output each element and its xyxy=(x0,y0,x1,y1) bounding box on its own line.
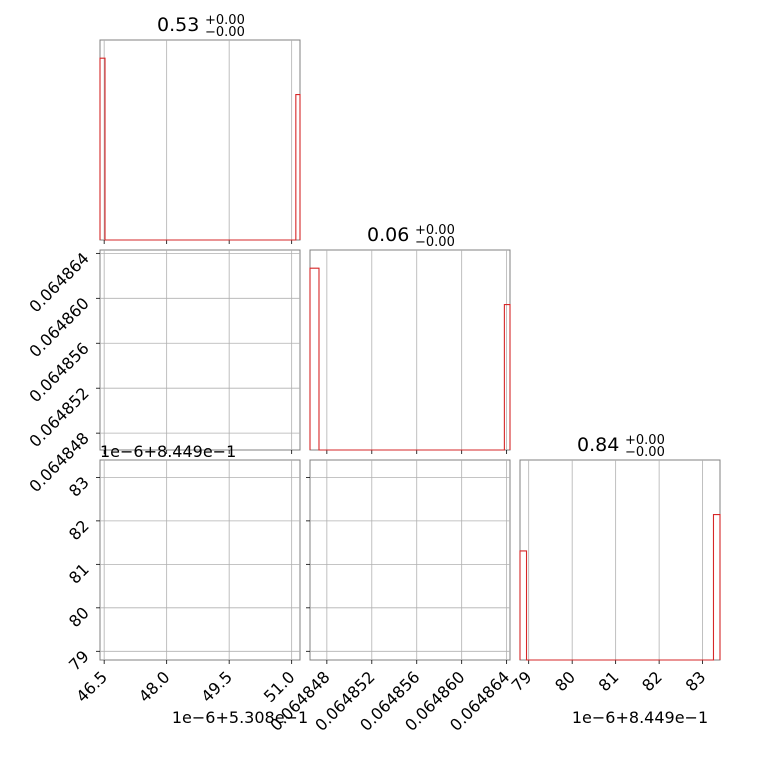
hist-title-upper: +0.00 xyxy=(415,223,455,238)
hist-title-upper: +0.00 xyxy=(625,433,665,448)
y-offset-p2: 1e−6+8.449e−1 xyxy=(100,442,236,461)
histogram-p1 xyxy=(309,267,511,451)
hist-title-p0: 0.53 xyxy=(157,14,199,36)
hist-title-lower: −0.00 xyxy=(415,235,455,250)
x-tick-label-p2: 80 xyxy=(551,667,579,695)
x-offset-p2: 1e−6+8.449e−1 xyxy=(572,708,708,727)
x-offset-p0: 1e−6+5.308e−1 xyxy=(172,708,308,727)
y-tick-label-p2: 80 xyxy=(65,603,93,631)
y-tick-label-p2: 82 xyxy=(65,516,93,544)
histogram-p0 xyxy=(99,57,301,241)
x-tick-label-p2: 82 xyxy=(638,667,666,695)
histogram-p2 xyxy=(519,513,721,661)
scatter-panel-p1-p2 xyxy=(309,459,511,661)
x-tick-label-p2: 81 xyxy=(595,667,623,695)
x-tick-label-p2: 79 xyxy=(508,667,536,695)
hist-title-upper: +0.00 xyxy=(205,13,245,28)
hist-title-lower: −0.00 xyxy=(625,445,665,460)
x-tick-label-p0: 48.0 xyxy=(135,667,174,706)
x-tick-label-p0: 49.5 xyxy=(197,667,236,706)
hist-panel-p0 xyxy=(99,39,301,241)
hist-title-p1: 0.06 xyxy=(367,224,409,246)
y-tick-label-p2: 81 xyxy=(65,560,93,588)
scatter-panel-p0-p2 xyxy=(99,459,301,661)
hist-panel-p2 xyxy=(519,459,721,661)
y-tick-label-p2: 79 xyxy=(65,647,93,675)
hist-panel-p1 xyxy=(309,249,511,451)
x-tick-label-p2: 83 xyxy=(682,667,710,695)
scatter-panel-p0-p1 xyxy=(99,249,301,451)
y-tick-label-p2: 83 xyxy=(65,473,93,501)
hist-title-lower: −0.00 xyxy=(205,25,245,40)
hist-title-p2: 0.84 xyxy=(577,434,619,456)
